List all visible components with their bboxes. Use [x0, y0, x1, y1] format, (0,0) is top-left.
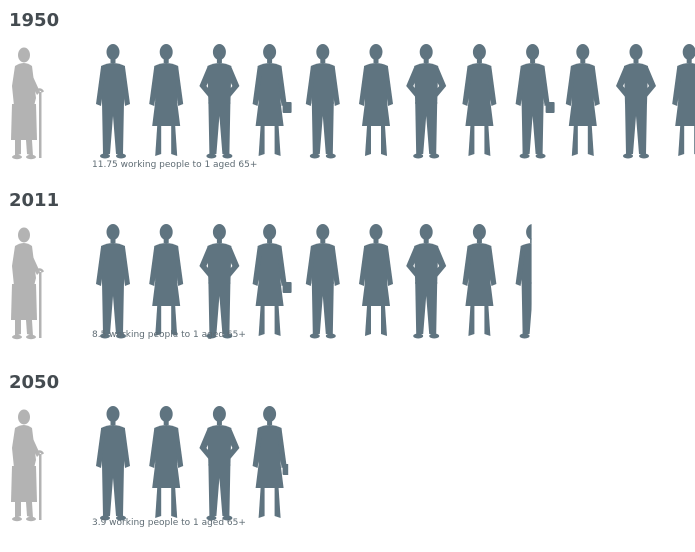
- year-label: 2011: [9, 190, 60, 211]
- worker-person-icon: [672, 44, 695, 156]
- elderly-person-with-cane-icon: [11, 409, 45, 522]
- year-label: 2050: [9, 372, 60, 393]
- worker-person-icon: [305, 224, 340, 339]
- year-label: 1950: [9, 10, 60, 31]
- worker-figures: [96, 224, 532, 339]
- worker-person-icon: [359, 44, 393, 156]
- worker-person-icon: [96, 224, 130, 339]
- worker-person-icon: [149, 224, 184, 336]
- worker-person-icon: [252, 44, 292, 156]
- worker-person-icon: [96, 44, 130, 159]
- worker-person-icon: [515, 224, 532, 339]
- worker-person-icon: [406, 224, 447, 339]
- worker-person-icon: [149, 406, 184, 518]
- worker-person-icon: [515, 44, 555, 159]
- worker-person-icon: [305, 44, 340, 159]
- pictogram-row-2011: 2011 8.5 working people to 1 aged 65+: [0, 190, 695, 370]
- elderly-person-with-cane-icon: [11, 227, 45, 340]
- worker-person-icon: [616, 44, 656, 159]
- worker-person-icon: [406, 44, 447, 159]
- worker-person-icon: [462, 224, 497, 336]
- worker-figures: [96, 406, 289, 521]
- worker-person-icon: [96, 406, 130, 521]
- worker-person-icon: [199, 44, 240, 159]
- worker-person-icon: [199, 406, 240, 521]
- ratio-caption: 3.9 working people to 1 aged 65+: [92, 518, 246, 528]
- worker-figures: [96, 44, 695, 159]
- worker-person-icon: [252, 224, 292, 336]
- elderly-person-with-cane-icon: [11, 47, 45, 160]
- worker-person-icon: [149, 44, 184, 156]
- pictogram-row-1950: 1950 11.75 working people to 1 aged 65+: [0, 10, 695, 190]
- pictogram-row-2050: 2050 3.9 working people to 1 aged 65+: [0, 372, 695, 552]
- worker-person-icon: [359, 224, 393, 336]
- worker-person-icon: [199, 224, 240, 339]
- worker-person-icon: [565, 44, 600, 156]
- worker-person-icon: [252, 406, 289, 518]
- ratio-caption: 8.5 working people to 1 aged 65+: [92, 330, 246, 340]
- worker-person-icon: [462, 44, 497, 156]
- ratio-caption: 11.75 working people to 1 aged 65+: [92, 160, 258, 170]
